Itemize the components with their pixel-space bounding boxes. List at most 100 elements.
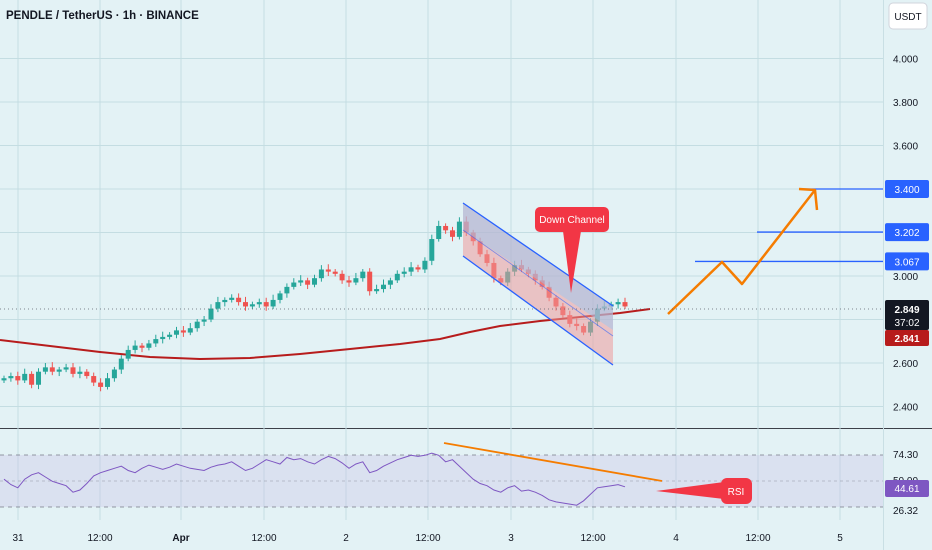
candle-body <box>615 302 621 305</box>
level-price-label: 3.202 <box>894 228 919 239</box>
candle <box>174 326 179 339</box>
candle <box>77 366 83 379</box>
candle <box>111 366 117 382</box>
candle <box>622 297 628 310</box>
channel-upper-fill <box>463 203 613 330</box>
candle-body <box>49 367 55 372</box>
candle <box>22 368 28 384</box>
last-price-label: 2.849 <box>894 305 919 316</box>
candle-body <box>353 278 359 283</box>
candle <box>450 226 455 242</box>
candle-body <box>194 321 200 329</box>
currency-box <box>888 2 928 30</box>
candle <box>249 301 255 310</box>
candle-body <box>312 278 317 285</box>
price-tick-label: 3.000 <box>893 272 918 283</box>
channel-lower-line[interactable] <box>462 255 614 366</box>
candle-body <box>450 230 455 237</box>
candle-body <box>160 336 166 340</box>
time-tick-label: 31 <box>12 533 24 544</box>
candle <box>360 269 366 282</box>
grid-lines <box>0 0 883 520</box>
channel-upper-line[interactable] <box>462 202 614 307</box>
rsi-callout-label: RSI <box>728 487 745 498</box>
candle <box>374 284 380 294</box>
candle-body <box>622 302 628 307</box>
candle <box>180 326 186 337</box>
time-tick-label: 12:00 <box>745 533 770 544</box>
candle <box>305 277 311 290</box>
down-channel[interactable] <box>462 202 614 366</box>
candle <box>15 371 21 385</box>
candle <box>339 270 345 284</box>
currency-selector[interactable]: USDT <box>888 2 928 30</box>
down-channel-callout[interactable]: Down Channel <box>535 207 609 293</box>
ma-value-badge <box>885 330 929 346</box>
level-price-badge <box>885 223 929 242</box>
candle <box>256 298 262 308</box>
candle-body <box>125 349 131 359</box>
candle-body <box>187 328 193 333</box>
candle <box>270 294 276 310</box>
candle-body <box>387 280 393 285</box>
candle-body <box>346 280 352 283</box>
candle-body <box>8 376 14 379</box>
time-tick-label: 12:00 <box>580 533 605 544</box>
price-tick-label: 2.600 <box>893 359 918 370</box>
candle-body <box>291 282 297 287</box>
rsi-pane[interactable]: RSI <box>0 442 883 508</box>
candle-body <box>146 343 152 348</box>
candle <box>208 304 214 323</box>
candle <box>63 363 69 373</box>
candle <box>70 363 76 378</box>
candle-body <box>318 269 324 279</box>
candle <box>167 332 173 340</box>
candle <box>84 369 90 379</box>
currency-label: USDT <box>894 12 921 23</box>
candle-body <box>374 289 380 292</box>
candle-body <box>277 293 283 300</box>
candle-body <box>332 271 338 274</box>
rsi-callout-pointer <box>656 482 724 499</box>
candle-body <box>408 267 414 272</box>
rsi-divergence-line[interactable] <box>443 442 663 482</box>
candle <box>318 265 324 282</box>
candle <box>353 272 359 286</box>
price-tick-label: 3.800 <box>893 98 918 109</box>
candle <box>42 363 48 375</box>
candle-body <box>153 339 159 344</box>
callout-pointer <box>563 231 581 293</box>
rsi-callout[interactable]: RSI <box>656 478 752 504</box>
candle <box>29 371 35 389</box>
time-tick-label: 12:00 <box>251 533 276 544</box>
candle <box>408 262 414 276</box>
candle <box>284 283 290 298</box>
channel-lower-fill <box>463 203 613 365</box>
candle <box>243 296 248 311</box>
rsi-tick-label: 26.32 <box>893 506 918 517</box>
candle-body <box>222 299 228 303</box>
callout-box <box>535 207 609 232</box>
candle-body <box>381 284 386 290</box>
level-price-badge <box>885 180 929 198</box>
pane-divider[interactable] <box>0 428 932 429</box>
candle <box>146 339 152 351</box>
forecast-path[interactable] <box>667 187 819 315</box>
candle <box>91 372 97 387</box>
price-axis[interactable]: 4.0003.8003.6003.4003.2003.0002.8002.600… <box>885 55 929 518</box>
time-tick-label: 5 <box>837 533 843 544</box>
time-axis[interactable]: 31 12:00 Apr 12:00 2 12:00 3 12:00 4 12:00 5 <box>12 533 843 544</box>
candle <box>394 270 400 283</box>
candle <box>215 296 221 313</box>
candle <box>36 368 41 390</box>
candle-body <box>443 225 449 231</box>
candle <box>153 334 159 347</box>
price-axis-border <box>883 0 884 550</box>
candle <box>56 366 62 377</box>
forecast-line[interactable] <box>667 189 816 315</box>
candle <box>312 274 317 288</box>
candle-body <box>132 345 138 350</box>
bar-countdown-label: 37:02 <box>894 318 919 329</box>
price-tick-label: 3.600 <box>893 142 918 153</box>
